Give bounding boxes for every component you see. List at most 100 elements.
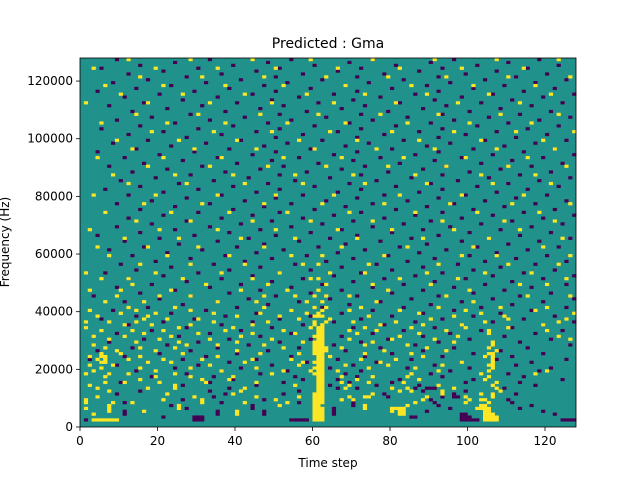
heatmap-cell-low	[510, 303, 515, 307]
heatmap-cell-low	[351, 401, 356, 405]
heatmap-cell-high	[370, 282, 375, 287]
heatmap-cell-high	[312, 334, 317, 338]
heatmap-cell-high	[165, 392, 170, 396]
heatmap-cell-low	[463, 277, 468, 281]
heatmap-cell-high	[362, 271, 368, 275]
heatmap-cell-low	[180, 398, 185, 402]
heatmap-cell-high	[568, 337, 573, 341]
heatmap-cell-high	[273, 228, 278, 232]
heatmap-cell-low	[300, 72, 306, 76]
heatmap-cell-low	[533, 141, 538, 145]
heatmap-cell-low	[126, 132, 131, 137]
heatmap-cell-high	[483, 412, 488, 416]
heatmap-cell-low	[122, 412, 127, 416]
heatmap-cell-low	[238, 328, 244, 333]
heatmap-cell-high	[176, 406, 182, 410]
heatmap-cell-low	[297, 239, 302, 243]
heatmap-cell-low	[122, 354, 127, 359]
heatmap-cell-low	[145, 138, 151, 142]
heatmap-cell-low	[514, 135, 519, 140]
heatmap-cell-high	[87, 383, 92, 387]
heatmap-cell-low	[161, 69, 166, 73]
heatmap-cell-low	[149, 282, 154, 287]
heatmap-cell-low	[196, 187, 201, 191]
heatmap-cell-low	[421, 265, 426, 269]
heatmap-cell-high	[494, 147, 499, 151]
heatmap-cell-high	[312, 403, 317, 408]
heatmap-cell-high	[328, 130, 333, 134]
heatmap-cell-high	[250, 219, 255, 223]
heatmap-cell-high	[436, 262, 441, 266]
heatmap-cell-low	[297, 156, 302, 160]
heatmap-cell-high	[289, 357, 294, 361]
heatmap-cell-high	[401, 380, 406, 385]
heatmap-cell-high	[266, 282, 271, 287]
heatmap-cell-low	[424, 83, 430, 88]
heatmap-cell-high	[490, 418, 495, 422]
heatmap-cell-low	[227, 86, 232, 91]
heatmap-cell-low	[266, 303, 271, 307]
heatmap-cell-low	[351, 403, 356, 408]
heatmap-cell-high	[161, 357, 166, 361]
heatmap-cell-high	[316, 401, 321, 405]
heatmap-cell-high	[138, 346, 143, 350]
heatmap-cell-low	[378, 239, 383, 243]
heatmap-cell-low	[393, 207, 399, 212]
heatmap-cell-low	[149, 115, 154, 119]
heatmap-cell-low	[254, 190, 259, 194]
heatmap-cell-high	[362, 406, 368, 410]
heatmap-cell-high	[390, 337, 395, 341]
heatmap-cell-high	[316, 398, 321, 402]
heatmap-cell-low	[297, 418, 302, 422]
heatmap-cell-low	[452, 118, 457, 122]
heatmap-cell-high	[153, 349, 158, 353]
heatmap-cell-low	[196, 340, 201, 344]
heatmap-cell-low	[459, 239, 464, 243]
heatmap-cell-high	[362, 181, 368, 186]
heatmap-cell-high	[568, 294, 573, 298]
heatmap-cell-low	[436, 403, 441, 408]
heatmap-cell-high	[455, 101, 461, 105]
heatmap-cell-low	[463, 72, 468, 76]
heatmap-cell-low	[506, 372, 511, 376]
heatmap-cell-low	[285, 369, 290, 373]
heatmap-cell-low	[409, 236, 414, 240]
heatmap-cell-low	[269, 363, 275, 367]
heatmap-cell-low	[331, 412, 337, 416]
heatmap-cell-low	[184, 219, 189, 223]
heatmap-cell-high	[339, 245, 344, 249]
heatmap-cell-low	[413, 153, 418, 157]
heatmap-cell-low	[413, 415, 418, 419]
heatmap-cell-low	[149, 222, 154, 226]
heatmap-cell-low	[351, 256, 356, 261]
heatmap-cell-low	[231, 207, 236, 212]
heatmap-cell-high	[304, 300, 309, 304]
heatmap-cell-low	[382, 193, 387, 197]
heatmap-cell-high	[355, 377, 360, 382]
heatmap-cell-high	[405, 245, 410, 249]
heatmap-cell-low	[467, 109, 472, 114]
heatmap-cell-low	[273, 75, 278, 79]
heatmap-cell-low	[227, 147, 232, 151]
heatmap-cell-high	[153, 369, 158, 373]
heatmap-cell-low	[452, 202, 457, 206]
heatmap-cell-low	[455, 262, 461, 266]
heatmap-cell-low	[424, 205, 430, 209]
heatmap-cell-low	[161, 320, 166, 324]
heatmap-cell-low	[145, 78, 151, 82]
heatmap-cell-high	[231, 375, 236, 379]
heatmap-cell-high	[114, 349, 120, 353]
y-tick-label: 40000	[35, 305, 73, 319]
heatmap-cell-low	[83, 418, 89, 422]
heatmap-cell-high	[173, 346, 178, 350]
heatmap-cell-low	[483, 199, 488, 203]
heatmap-cell-high	[490, 343, 495, 347]
heatmap-cell-low	[165, 167, 170, 171]
heatmap-cell-low	[130, 170, 135, 174]
heatmap-cell-high	[444, 75, 449, 79]
heatmap-cell-low	[359, 340, 364, 344]
heatmap-cell-high	[347, 395, 352, 399]
heatmap-cell-low	[560, 101, 565, 105]
heatmap-cell-low	[300, 377, 306, 382]
heatmap-cell-low	[436, 294, 441, 298]
